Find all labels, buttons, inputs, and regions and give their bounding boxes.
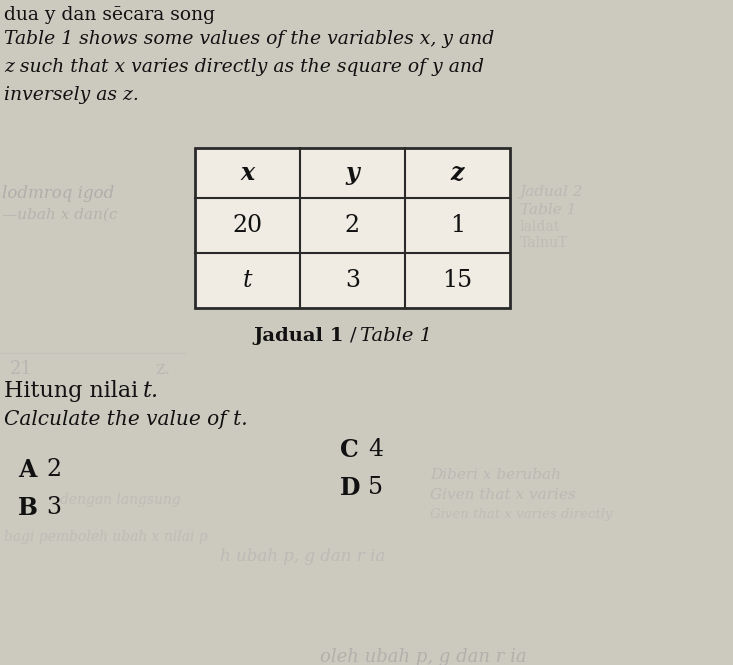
Text: 5: 5 xyxy=(368,476,383,499)
Text: Table 1: Table 1 xyxy=(361,327,432,345)
Text: x: x xyxy=(240,161,254,185)
Text: Hitung nilai: Hitung nilai xyxy=(4,380,145,402)
Text: Jadual 1: Jadual 1 xyxy=(253,327,350,345)
Text: D: D xyxy=(340,476,361,500)
Text: A: A xyxy=(18,458,37,482)
Text: Given that x varies directly: Given that x varies directly xyxy=(430,508,613,521)
Text: 4: 4 xyxy=(368,438,383,461)
Text: TalnuT: TalnuT xyxy=(520,236,568,250)
Text: 3: 3 xyxy=(46,496,61,519)
Text: Calculate the value of t.: Calculate the value of t. xyxy=(4,410,248,429)
Text: 2: 2 xyxy=(345,214,360,237)
Text: —ubah x dan(c: —ubah x dan(c xyxy=(2,208,117,222)
Text: bagi pemboleh ubah x nilai p: bagi pemboleh ubah x nilai p xyxy=(4,530,207,544)
Text: t.: t. xyxy=(143,380,159,402)
Text: y: y xyxy=(346,161,359,185)
Text: dengan langsung: dengan langsung xyxy=(60,493,180,507)
Text: 3: 3 xyxy=(345,269,360,292)
Text: lodmroq igod: lodmroq igod xyxy=(2,185,114,202)
Text: z such that x varies directly as the square of y and: z such that x varies directly as the squ… xyxy=(4,58,484,76)
Text: z.: z. xyxy=(155,360,170,378)
Text: 15: 15 xyxy=(443,269,473,292)
Text: oleh ubah p, g dan r ia: oleh ubah p, g dan r ia xyxy=(320,648,526,665)
Text: Given that x varies: Given that x varies xyxy=(430,488,575,502)
Text: /: / xyxy=(350,327,364,345)
Text: Table 1: Table 1 xyxy=(520,203,576,217)
Text: 1: 1 xyxy=(450,214,465,237)
Text: inversely as z.: inversely as z. xyxy=(4,86,139,104)
Text: Table 1 shows some values of the variables x, y and: Table 1 shows some values of the variabl… xyxy=(4,30,494,48)
Text: 20: 20 xyxy=(232,214,262,237)
Text: 21: 21 xyxy=(10,360,33,378)
Text: Diberi x berubah: Diberi x berubah xyxy=(430,468,561,482)
Bar xyxy=(195,148,510,308)
Text: z: z xyxy=(451,161,464,185)
Text: 2: 2 xyxy=(46,458,61,481)
Text: dua y dan sēcara song: dua y dan sēcara song xyxy=(4,6,215,24)
Text: C: C xyxy=(340,438,358,462)
Text: t: t xyxy=(243,269,252,292)
Text: laldat: laldat xyxy=(520,220,560,234)
Text: B: B xyxy=(18,496,38,520)
Text: h ubah p, g dan r ia: h ubah p, g dan r ia xyxy=(220,548,386,565)
Text: Jadual 2: Jadual 2 xyxy=(520,185,583,199)
